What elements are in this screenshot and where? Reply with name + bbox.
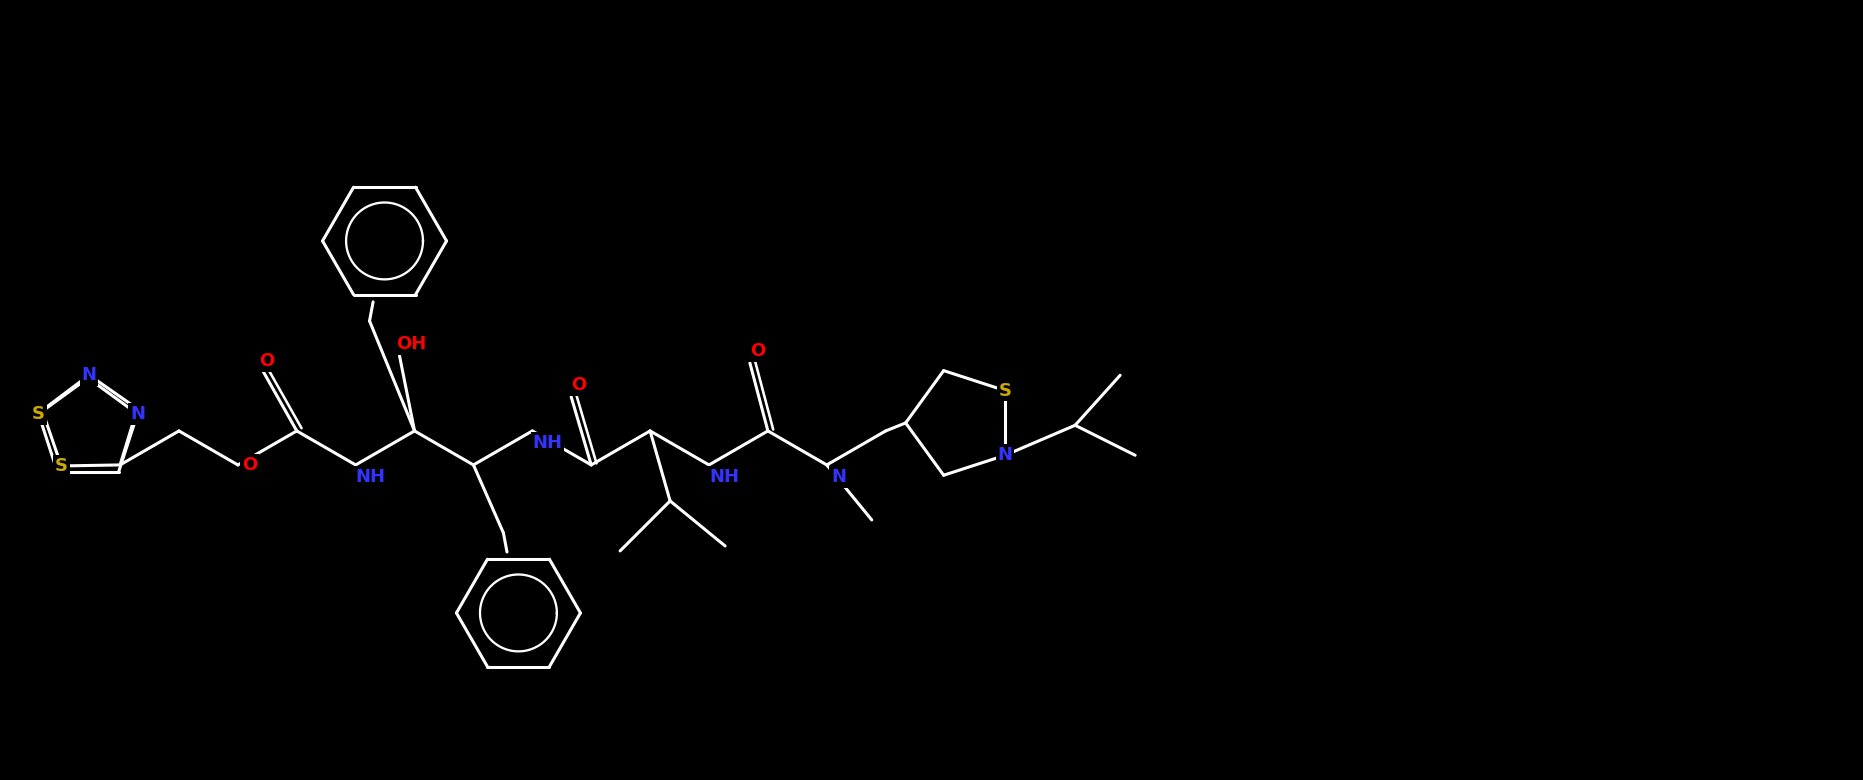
Text: S: S	[54, 457, 67, 475]
Text: NH: NH	[710, 468, 740, 486]
Text: O: O	[259, 352, 274, 370]
Text: S: S	[32, 405, 45, 423]
Text: S: S	[999, 381, 1012, 399]
Text: O: O	[242, 456, 257, 474]
Text: O: O	[751, 342, 766, 360]
Text: NH: NH	[356, 468, 386, 486]
Text: N: N	[999, 446, 1013, 464]
Text: N: N	[130, 405, 145, 423]
Text: N: N	[831, 468, 846, 486]
Text: N: N	[82, 366, 97, 384]
Text: OH: OH	[397, 335, 427, 353]
Text: NH: NH	[533, 434, 563, 452]
Text: O: O	[572, 376, 587, 394]
